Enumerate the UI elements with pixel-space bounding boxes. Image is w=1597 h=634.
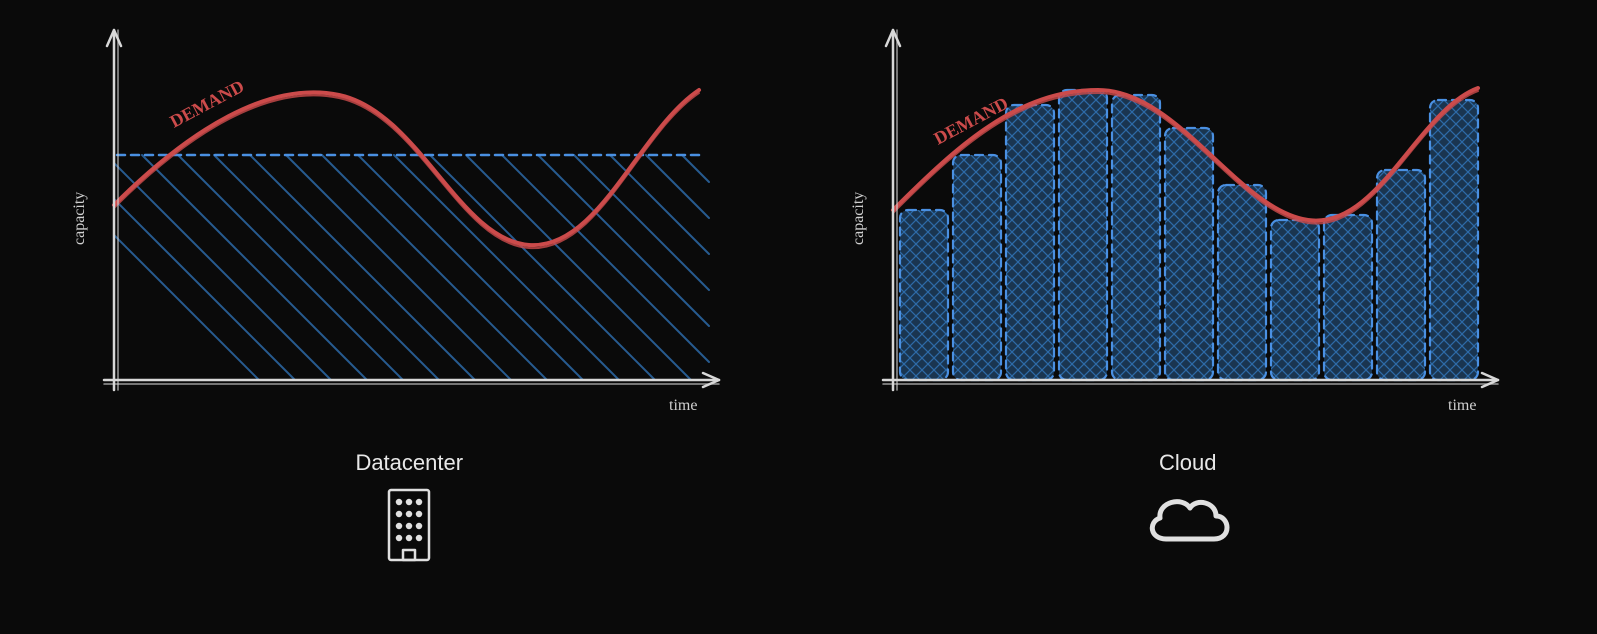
panel-cloud: DEMANDcapacitytime Cloud	[838, 10, 1538, 554]
capacity-bar	[1112, 95, 1160, 380]
capacity-bar	[1059, 90, 1107, 380]
capacity-bar	[1377, 170, 1425, 380]
diagram-wrap: DEMAND capacity time Datacenter	[0, 0, 1597, 634]
x-axis-label: time	[669, 397, 697, 414]
caption-cloud: Cloud	[1138, 450, 1238, 554]
capacity-bar	[1218, 185, 1266, 380]
caption-datacenter: Datacenter	[355, 450, 463, 572]
caption-datacenter-title: Datacenter	[355, 450, 463, 476]
caption-cloud-title: Cloud	[1159, 450, 1216, 476]
panel-datacenter: DEMAND capacity time Datacenter	[59, 10, 759, 572]
capacity-bar	[1165, 128, 1213, 380]
y-axis-label: capacity	[850, 192, 867, 245]
cloud-icon	[1138, 484, 1238, 554]
capacity-bar	[1324, 215, 1372, 380]
fixed-capacity-hatch	[114, 155, 709, 380]
capacity-bar	[1271, 220, 1319, 380]
capacity-bar	[953, 155, 1001, 380]
capacity-bar	[1430, 100, 1478, 380]
capacity-bar	[900, 210, 948, 380]
x-axis-label: time	[1448, 397, 1476, 414]
y-axis-label: capacity	[71, 192, 88, 245]
chart-cloud: DEMANDcapacitytime	[838, 10, 1538, 430]
building-icon	[379, 484, 439, 572]
demand-label: DEMAND	[167, 76, 248, 132]
capacity-bar	[1006, 105, 1054, 380]
chart-datacenter: DEMAND capacity time	[59, 10, 759, 430]
